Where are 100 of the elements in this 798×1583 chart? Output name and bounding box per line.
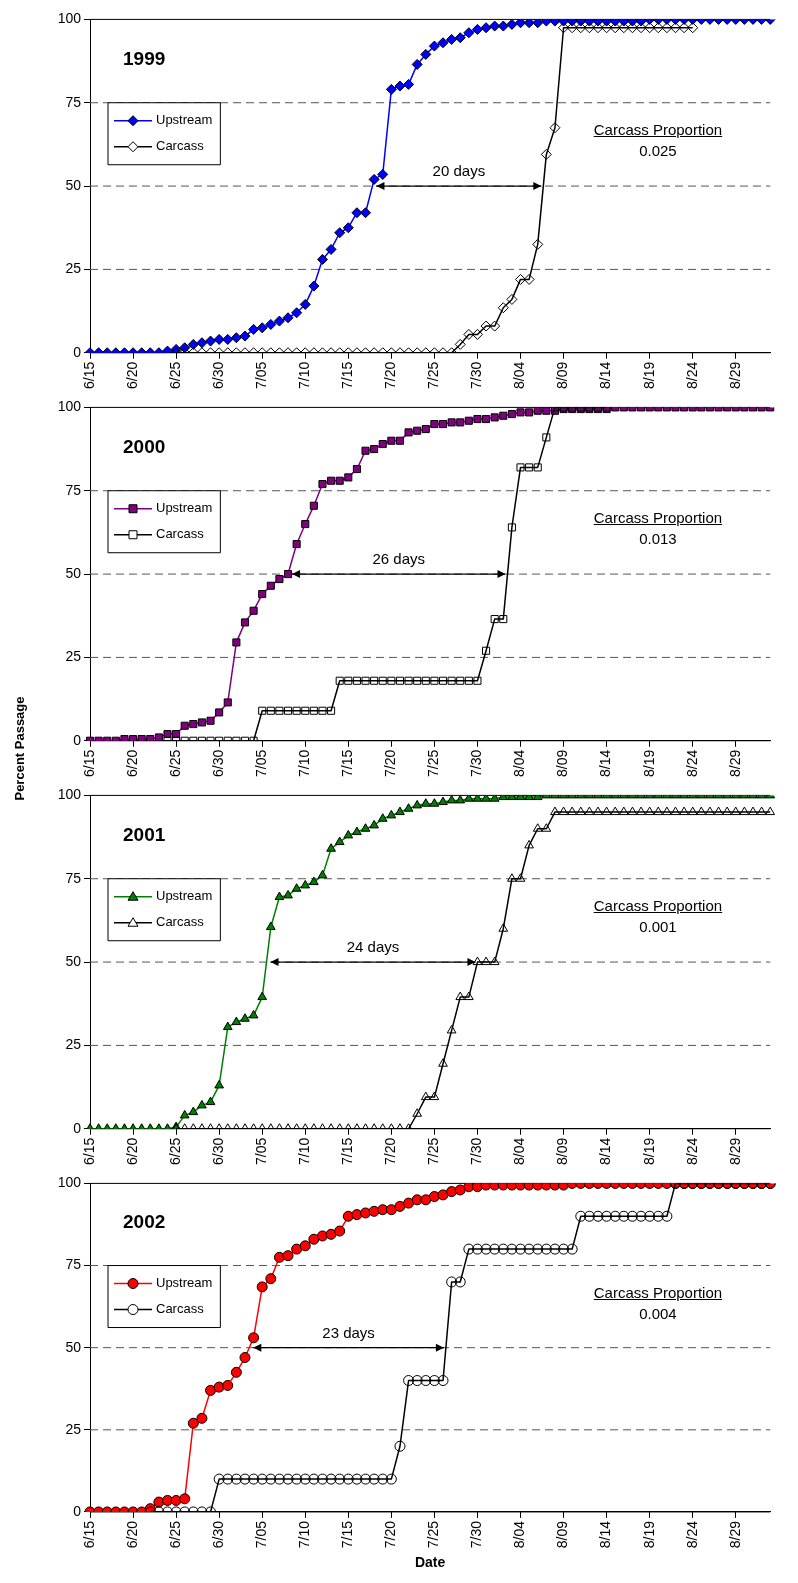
x-tick-label: 8/09 [554, 1520, 571, 1549]
x-tick-label: 8/24 [683, 749, 700, 777]
x-tick-label: 8/24 [683, 1137, 700, 1165]
x-tick-label: 7/15 [339, 1520, 356, 1549]
point [344, 676, 353, 685]
x-tick-label: 7/20 [382, 749, 399, 777]
text: 1999 [123, 47, 166, 69]
x-tick-label: 8/24 [683, 1520, 700, 1549]
x-tick-label: 6/30 [210, 1520, 227, 1549]
x-tick-label: 6/15 [80, 361, 97, 389]
x-tick-label: 6/25 [166, 1520, 183, 1549]
point [395, 676, 404, 685]
point [499, 615, 508, 624]
x-tick-label: 6/20 [123, 749, 140, 777]
point [266, 706, 275, 715]
point [482, 646, 491, 655]
legend-label: Carcass [156, 1301, 205, 1317]
legend-label: Carcass [156, 138, 205, 154]
x-tick-label: 6/20 [123, 361, 140, 389]
x-tick-label: 6/15 [80, 1520, 97, 1549]
point [490, 615, 499, 624]
x-tick-label: 7/15 [339, 1137, 356, 1165]
x-tick-label: 8/29 [726, 361, 743, 389]
x-tick-label: 8/24 [683, 361, 700, 389]
point [473, 676, 482, 685]
x-tick-label: 7/05 [253, 1520, 270, 1549]
legend-label: Upstream [156, 1275, 213, 1291]
text: 2000 [123, 435, 166, 457]
y-tick-label: 25 [65, 1036, 82, 1053]
point [258, 706, 267, 715]
x-tick-label: 6/30 [210, 749, 227, 777]
annotation: 0.004 [638, 1303, 678, 1324]
x-tick-label: 8/14 [597, 361, 614, 389]
point [525, 463, 534, 472]
x-tick-label: 7/25 [425, 361, 442, 389]
x-tick-label: 6/30 [210, 1137, 227, 1165]
y-tick-label: 25 [65, 648, 82, 665]
x-tick-label: 7/05 [253, 361, 270, 389]
y-tick-label: 100 [57, 10, 82, 27]
x-tick-label: 8/19 [640, 749, 657, 777]
y-tick-label: 50 [65, 176, 82, 193]
y-tick-label: 75 [65, 93, 82, 110]
point [309, 706, 318, 715]
x-tick-label: 8/09 [554, 361, 571, 389]
point [301, 706, 310, 715]
y-tick-label: 75 [65, 869, 82, 886]
x-tick-label: 7/15 [339, 361, 356, 389]
x-tick-label: 6/15 [80, 749, 97, 777]
annotation: 0.001 [638, 917, 678, 938]
annotation: 23 days [322, 1323, 375, 1341]
text: 2002 [123, 1211, 166, 1233]
text: 2001 [123, 823, 166, 845]
legend-label: Carcass [156, 526, 205, 542]
x-tick-label: 7/05 [253, 1137, 270, 1165]
y-tick-label: 0 [73, 1119, 82, 1136]
x-tick-label: 8/09 [554, 1137, 571, 1165]
x-tick-label: 7/30 [468, 1520, 485, 1549]
point [318, 706, 327, 715]
point [275, 706, 284, 715]
point [438, 676, 448, 685]
x-tick-label: 6/30 [210, 361, 227, 389]
x-tick-label: 7/20 [382, 361, 399, 389]
y-tick-label: 100 [57, 398, 82, 415]
point [327, 706, 336, 715]
point [370, 676, 379, 685]
y-tick-label: 75 [65, 481, 82, 498]
x-tick-label: 8/04 [511, 361, 528, 389]
point [352, 676, 361, 685]
x-tick-label: 7/30 [468, 1137, 485, 1165]
annotation: 0.025 [638, 141, 678, 162]
x-tick-label: 7/10 [296, 1137, 313, 1165]
x-tick-label: 7/25 [425, 749, 442, 777]
x-tick-label: 7/10 [296, 749, 313, 777]
point [361, 676, 370, 685]
x-tick-label: 6/20 [123, 1137, 140, 1165]
x-tick-label: 8/04 [511, 1137, 528, 1165]
y-tick-label: 25 [65, 260, 82, 277]
x-tick-label: 8/29 [726, 1137, 743, 1165]
x-tick-label: 7/25 [425, 1137, 442, 1165]
y-tick-label: 75 [65, 1256, 82, 1273]
annotation: 0.013 [638, 529, 678, 550]
y-tick-label: 50 [65, 564, 82, 581]
x-tick-label: 7/05 [253, 749, 270, 777]
x-tick-label: 8/14 [597, 1520, 614, 1549]
annotation: 20 days [432, 162, 486, 180]
x-tick-label: 7/30 [468, 361, 485, 389]
x-tick-label: 7/20 [382, 1137, 399, 1165]
annotation: Carcass Proportion [592, 896, 724, 917]
x-tick-label: 7/20 [382, 1520, 399, 1549]
y-tick-label: 25 [65, 1420, 82, 1437]
x-tick-label: 8/04 [511, 749, 528, 777]
point [335, 676, 344, 685]
point [533, 463, 542, 472]
y-tick-label: 0 [73, 1502, 82, 1519]
point [378, 676, 387, 685]
x-tick-label: 8/19 [640, 1137, 657, 1165]
point [413, 676, 422, 685]
x-tick-label: 8/14 [597, 749, 614, 777]
x-tick-label: 6/25 [166, 1137, 183, 1165]
x-axis-title: Date [414, 1554, 446, 1571]
